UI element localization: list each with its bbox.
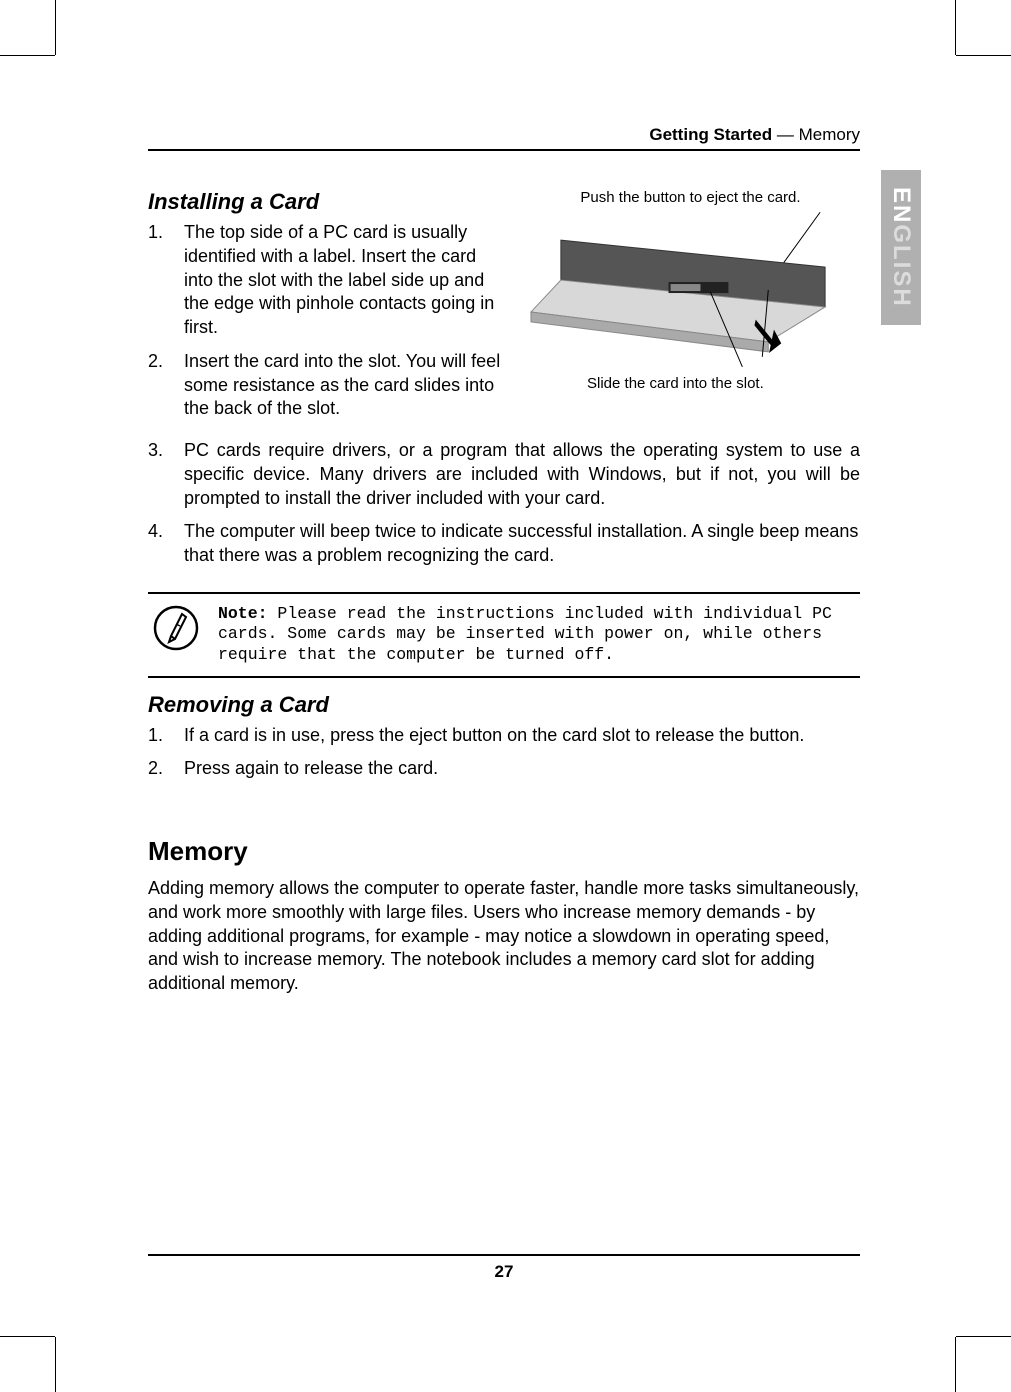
- list-number: 3.: [148, 439, 184, 510]
- crop-mark: [955, 1337, 956, 1392]
- memory-heading: Memory: [148, 836, 860, 867]
- list-item: 4. The computer will beep twice to indic…: [148, 520, 860, 568]
- list-text: The top side of a PC card is usually ide…: [184, 221, 503, 340]
- header-bold: Getting Started: [649, 125, 772, 144]
- diagram-bottom-caption: Slide the card into the slot.: [587, 375, 764, 392]
- note-box: Note: Please read the instructions inclu…: [148, 592, 860, 678]
- note-text: Note: Please read the instructions inclu…: [218, 604, 860, 666]
- crop-mark: [55, 0, 56, 55]
- header-sep: —: [772, 125, 798, 144]
- list-item: 2. Insert the card into the slot. You wi…: [148, 350, 503, 421]
- crop-mark: [955, 0, 956, 55]
- list-item: 1. If a card is in use, press the eject …: [148, 724, 860, 748]
- list-text: If a card is in use, press the eject but…: [184, 724, 860, 748]
- installing-heading: Installing a Card: [148, 189, 503, 215]
- page-number: 27: [495, 1262, 514, 1281]
- list-item: 3. PC cards require drivers, or a progra…: [148, 439, 860, 510]
- list-item: 2. Press again to release the card.: [148, 757, 860, 781]
- crop-mark: [956, 1336, 1011, 1337]
- crop-mark: [0, 1336, 55, 1337]
- language-tab: ENGLISH: [881, 170, 921, 325]
- crop-mark: [55, 1337, 56, 1392]
- note-body: Please read the instructions included wi…: [218, 604, 832, 664]
- list-number: 1.: [148, 221, 184, 340]
- list-number: 2.: [148, 350, 184, 421]
- list-number: 1.: [148, 724, 184, 748]
- crop-mark: [0, 55, 55, 56]
- language-label: ENGLISH: [887, 187, 915, 308]
- removing-heading: Removing a Card: [148, 692, 860, 718]
- list-text: Insert the card into the slot. You will …: [184, 350, 503, 421]
- crop-mark: [956, 55, 1011, 56]
- laptop-diagram: Slide the card into the slot.: [521, 212, 860, 392]
- language-prefix: EN: [888, 187, 915, 224]
- diagram-top-caption: Push the button to eject the card.: [521, 189, 860, 206]
- header-plain: Memory: [799, 125, 860, 144]
- running-header: Getting Started — Memory: [148, 125, 860, 151]
- list-number: 4.: [148, 520, 184, 568]
- language-suffix: GLISH: [888, 225, 915, 308]
- note-label: Note:: [218, 604, 268, 623]
- memory-body: Adding memory allows the computer to ope…: [148, 877, 860, 996]
- list-text: The computer will beep twice to indicate…: [184, 520, 860, 568]
- list-text: Press again to release the card.: [184, 757, 860, 781]
- pen-note-icon: [152, 604, 200, 657]
- list-item: 1. The top side of a PC card is usually …: [148, 221, 503, 340]
- page-footer: 27: [148, 1254, 860, 1282]
- list-text: PC cards require drivers, or a program t…: [184, 439, 860, 510]
- list-number: 2.: [148, 757, 184, 781]
